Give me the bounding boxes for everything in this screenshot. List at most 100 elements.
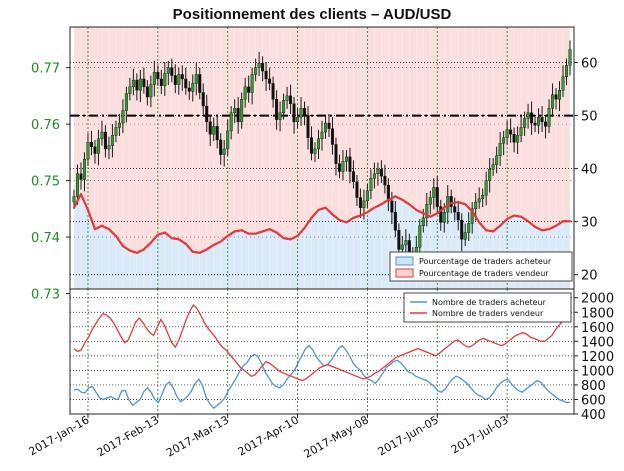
- candle-body: [428, 197, 432, 205]
- candle-body: [226, 130, 230, 150]
- candle-body: [544, 121, 548, 127]
- candle-body: [264, 70, 268, 80]
- date-tick-label: 2017-Jan-16: [27, 413, 92, 458]
- candle-body: [330, 128, 334, 145]
- candle-body: [320, 131, 324, 140]
- candle-body: [306, 114, 310, 138]
- candle-body: [299, 108, 303, 118]
- candle-body: [372, 173, 376, 179]
- candle-body: [75, 173, 79, 197]
- candle-body: [261, 62, 265, 72]
- percent-axis-ticks: 20 30 40 50 60: [574, 57, 598, 284]
- candle-body: [425, 204, 429, 219]
- candle-body: [184, 78, 188, 89]
- candle-body: [86, 141, 90, 160]
- price-axis-ticks: 0.73 0.74 0.75 0.76 0.77: [31, 62, 70, 303]
- candle-body: [180, 74, 184, 80]
- candle-body: [456, 212, 460, 221]
- candle-body: [89, 141, 93, 147]
- candle-body: [96, 138, 100, 154]
- candle-body: [516, 135, 520, 143]
- candle-body: [568, 49, 572, 66]
- candle-body: [257, 62, 261, 68]
- price-tick-label: 0.77: [31, 62, 60, 77]
- candle-body: [124, 93, 128, 111]
- price-tick-label: 0.76: [31, 118, 60, 133]
- candle-body: [271, 83, 275, 100]
- candle-body: [439, 206, 443, 223]
- candle-body: [208, 121, 212, 135]
- candle-body: [565, 65, 569, 77]
- candle-body: [547, 108, 551, 127]
- percent-tick-label: 20: [581, 269, 598, 284]
- legend-label-seller-count: Nombre de traders vendeur: [432, 309, 544, 318]
- percent-tick-label: 40: [581, 163, 598, 178]
- candle-body: [323, 122, 327, 133]
- candle-body: [495, 155, 499, 165]
- candle-body: [163, 73, 167, 86]
- candle-body: [110, 135, 114, 146]
- top-legend: Pourcentage de traders acheteur Pourcent…: [389, 251, 573, 282]
- candle-body: [117, 122, 121, 128]
- candle-body: [491, 164, 495, 170]
- price-tick-label: 0.74: [31, 231, 60, 246]
- candle-body: [383, 175, 387, 186]
- candle-body: [194, 74, 198, 84]
- candle-body: [149, 84, 153, 98]
- candle-body: [512, 134, 516, 143]
- candle-body: [159, 78, 163, 86]
- candle-body: [121, 110, 125, 124]
- candle-body: [278, 112, 282, 120]
- legend-swatch-buyer-percent: [395, 256, 414, 266]
- seller-percent-segment: [471, 209, 477, 218]
- buyer-count-line: [73, 344, 570, 410]
- candle-body: [327, 122, 331, 129]
- candle-body: [275, 99, 279, 120]
- candle-body: [418, 225, 422, 248]
- top-panel: 0.73 0.74 0.75 0.76 0.77 20 30 40 50 60 Pourcent…: [31, 26, 598, 303]
- candle-body: [170, 67, 174, 76]
- candle-body: [268, 78, 272, 84]
- candle-body: [432, 187, 436, 198]
- candle-body: [519, 127, 523, 136]
- date-tick-label: 2017-Apr-10: [236, 413, 301, 458]
- count-tick-label: 800: [581, 379, 606, 394]
- candle-body: [362, 200, 366, 208]
- date-tick-label: 2017-Feb-13: [95, 413, 162, 459]
- candle-body: [103, 131, 107, 150]
- candle-body: [240, 99, 244, 123]
- candle-body: [393, 212, 397, 231]
- candle-body: [369, 178, 373, 191]
- candle-body: [530, 112, 534, 124]
- chart-title: Positionnement des clients – AUD/USD: [173, 6, 452, 23]
- top-legend-box: [389, 251, 573, 282]
- candle-body: [344, 156, 348, 162]
- candle-body: [250, 74, 254, 93]
- price-tick-label: 0.75: [31, 175, 60, 190]
- candle-body: [470, 208, 474, 224]
- candle-body: [537, 117, 541, 126]
- count-tick-label: 1400: [581, 335, 614, 350]
- candle-body: [145, 86, 149, 98]
- candle-body: [453, 206, 457, 213]
- candle-body: [222, 148, 226, 155]
- candle-body: [526, 112, 530, 119]
- candle-body: [474, 201, 478, 210]
- candle-body: [296, 117, 300, 123]
- count-tick-label: 2000: [581, 292, 614, 307]
- candle-body: [93, 146, 97, 154]
- seller-percent-segment: [90, 218, 97, 231]
- candle-body: [229, 112, 233, 132]
- candle-body: [285, 95, 289, 101]
- candle-body: [215, 126, 219, 141]
- candle-body: [551, 94, 555, 109]
- candle-body: [135, 79, 139, 91]
- candle-body: [397, 230, 401, 250]
- candle-body: [177, 74, 181, 85]
- seller-percent-segment: [79, 193, 86, 204]
- percent-tick-label: 30: [581, 216, 598, 231]
- candle-body: [351, 171, 355, 182]
- candle-body: [505, 129, 509, 138]
- candle-body: [114, 127, 118, 136]
